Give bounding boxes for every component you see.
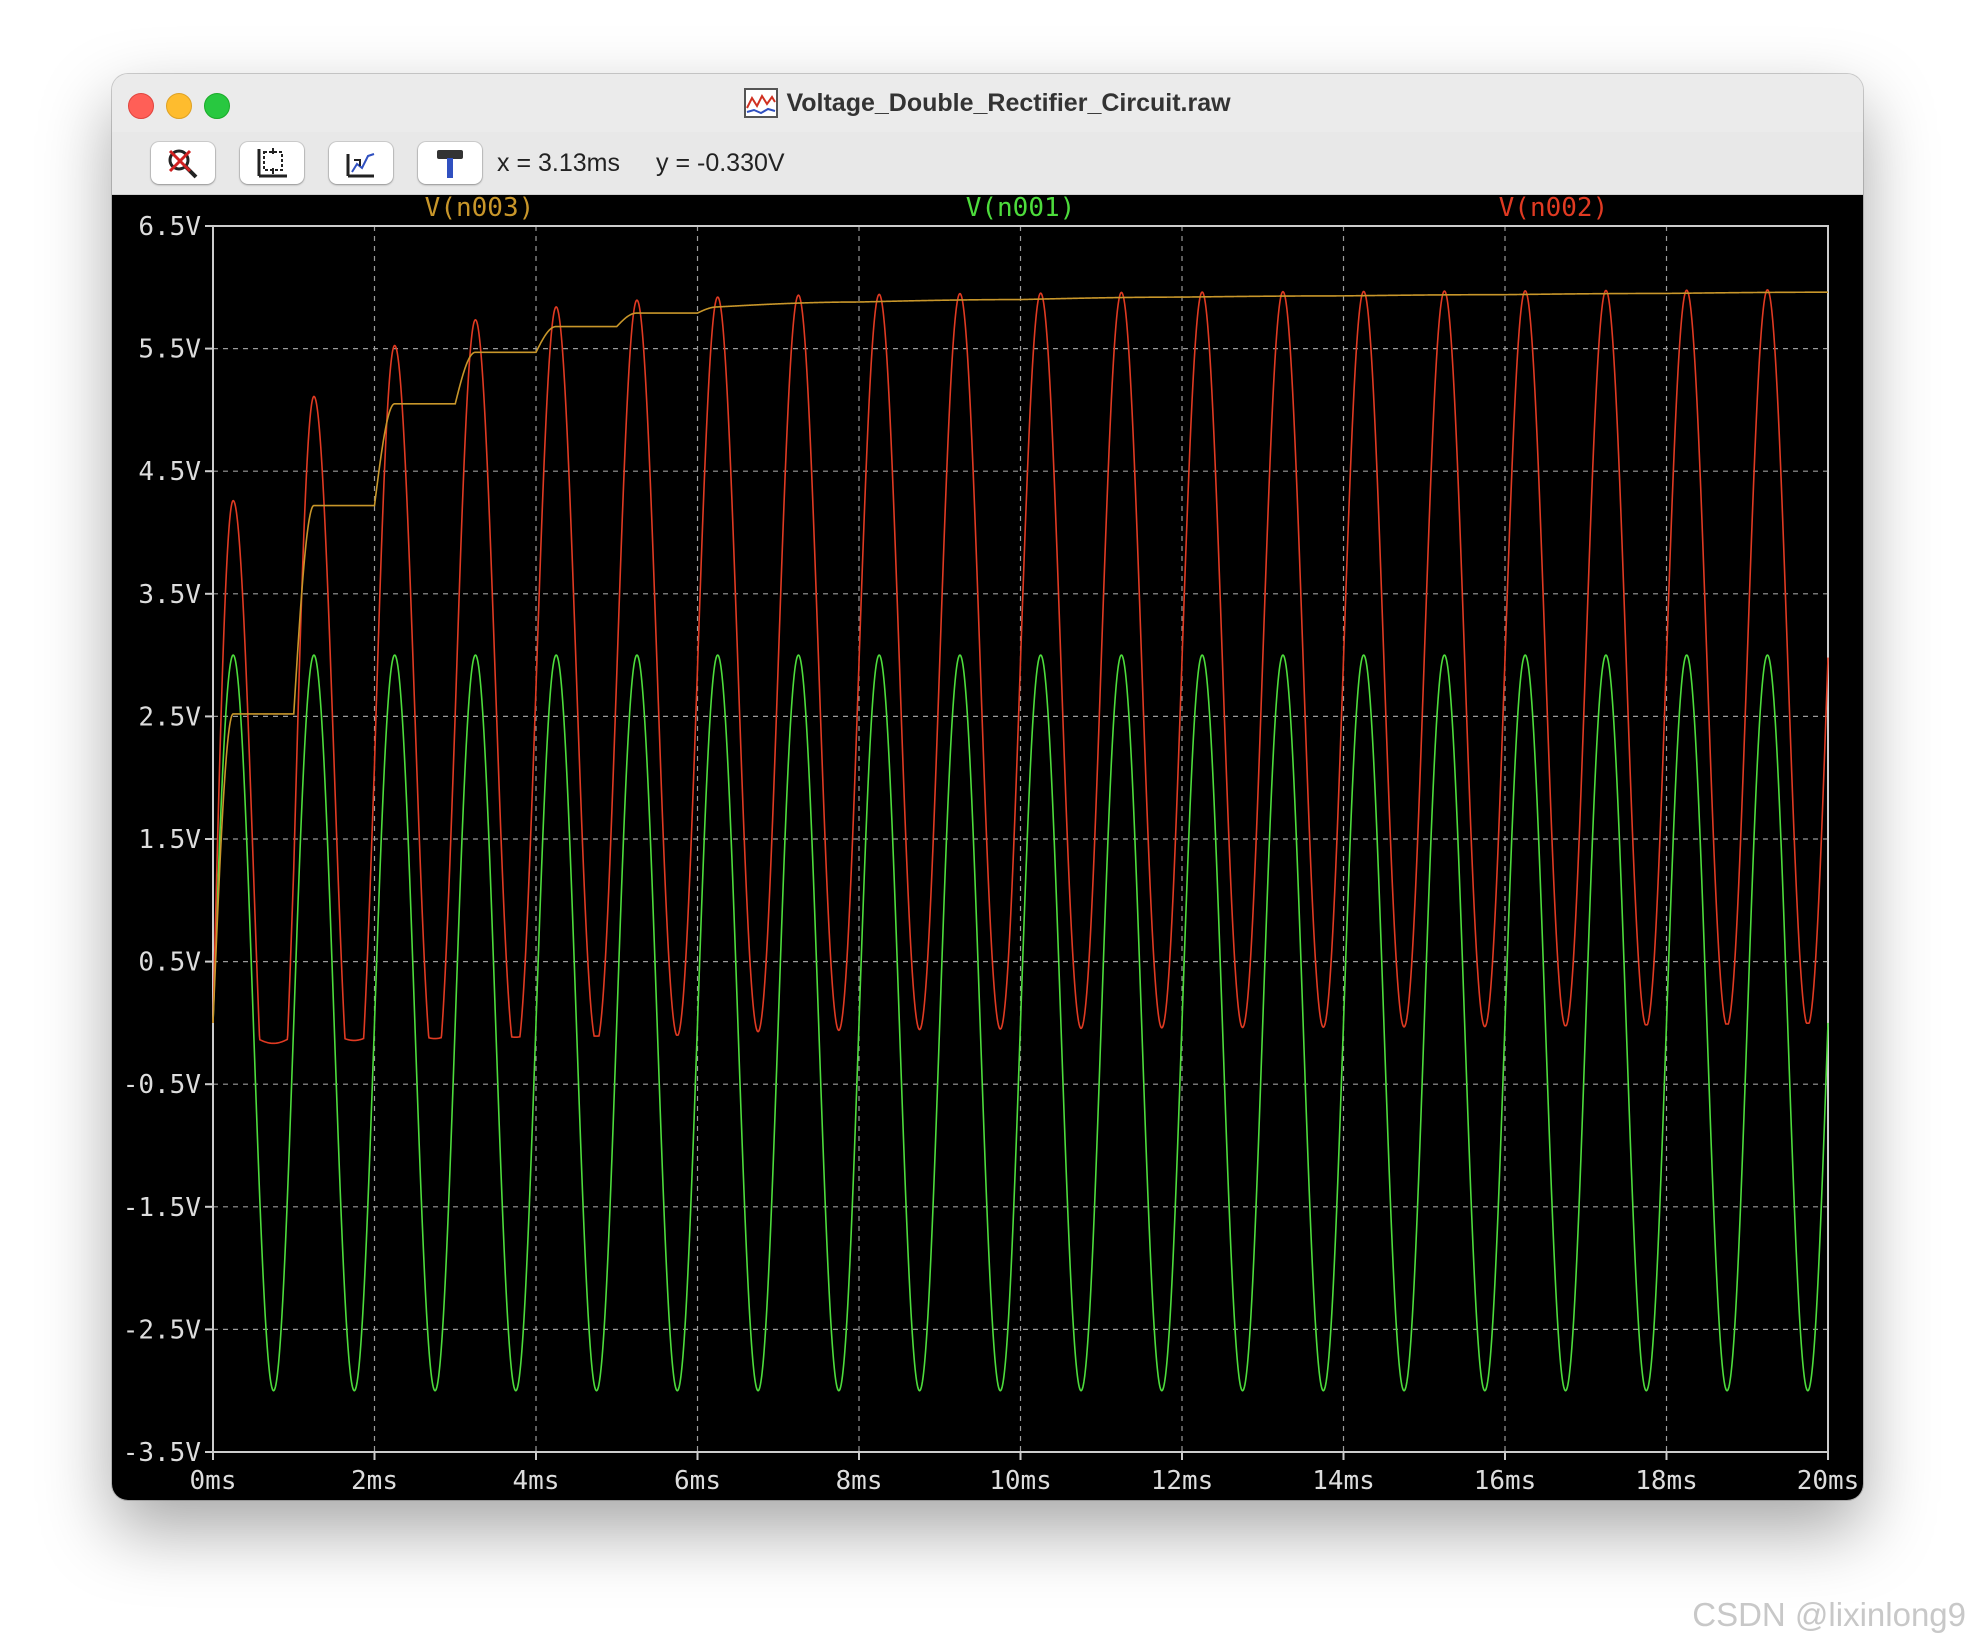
- plot-area[interactable]: 0ms 2ms 4ms 6ms 8ms 10ms 12ms 14ms 16ms 18ms 20ms 6…: [112, 195, 1863, 1500]
- y-tick-label: 1.5V: [138, 825, 201, 855]
- legend-label: V(n002): [1499, 195, 1609, 223]
- x-tick-label: 14ms: [1312, 1466, 1375, 1496]
- hammer-icon: [437, 150, 463, 178]
- y-tick-label: -0.5V: [123, 1070, 201, 1100]
- window-title: Voltage_Double_Rectifier_Circuit.raw: [786, 88, 1231, 117]
- waveform-window: Voltage_Double_Rectifier_Circuit.raw: [112, 74, 1863, 1500]
- x-readout: x = 3.13ms: [497, 149, 620, 177]
- waveform-chart[interactable]: 0ms 2ms 4ms 6ms 8ms 10ms 12ms 14ms 16ms 18ms 20ms 6…: [112, 195, 1863, 1500]
- y-tick-label: 3.5V: [138, 580, 201, 610]
- x-tick-label: 2ms: [351, 1466, 398, 1496]
- x-tick-label: 6ms: [674, 1466, 721, 1496]
- autorange-button[interactable]: [240, 142, 304, 184]
- x-tick-label: 0ms: [190, 1466, 237, 1496]
- minimize-window-button[interactable]: [166, 93, 192, 119]
- x-tick-label: 8ms: [836, 1466, 883, 1496]
- y-tick-label: 2.5V: [138, 702, 201, 732]
- x-tick-label: 16ms: [1474, 1466, 1537, 1496]
- legend-label: V(n001): [966, 195, 1076, 223]
- watermark: CSDN @lixinlong9: [1692, 1596, 1966, 1633]
- autorange-icon: [257, 148, 287, 178]
- title-wrap: Voltage_Double_Rectifier_Circuit.raw: [744, 88, 1231, 118]
- y-tick-label: 4.5V: [138, 457, 201, 487]
- pan-icon: [346, 153, 375, 178]
- titlebar: Voltage_Double_Rectifier_Circuit.raw: [112, 74, 1863, 132]
- y-readout: y = -0.330V: [656, 149, 785, 177]
- toolbar: x = 3.13ms y = -0.330V: [112, 132, 1863, 195]
- y-tick-label: 0.5V: [138, 948, 201, 978]
- maximize-window-button[interactable]: [204, 93, 230, 119]
- x-tick-label: 4ms: [513, 1466, 560, 1496]
- legend-label: V(n003): [425, 195, 535, 223]
- x-tick-label: 20ms: [1797, 1466, 1860, 1496]
- series-line-n003: [212, 291, 1828, 1023]
- series-line-n001: [212, 654, 1829, 1392]
- x-tick-label: 10ms: [989, 1466, 1052, 1496]
- zoom-cancel-button[interactable]: [151, 142, 215, 184]
- close-window-button[interactable]: [128, 93, 154, 119]
- settings-button[interactable]: [418, 142, 482, 184]
- plot-frame: [212, 225, 1829, 1453]
- y-tick-label: -2.5V: [123, 1315, 201, 1345]
- series-line-n002: [212, 288, 1829, 1045]
- pan-button[interactable]: [329, 142, 393, 184]
- waveform-icon: [744, 88, 779, 118]
- x-tick-label: 12ms: [1151, 1466, 1214, 1496]
- y-tick-label: -3.5V: [123, 1438, 201, 1468]
- y-tick-label: 6.5V: [138, 212, 201, 242]
- y-tick-label: 5.5V: [138, 335, 201, 365]
- x-tick-label: 18ms: [1635, 1466, 1698, 1496]
- y-tick-label: -1.5V: [123, 1193, 201, 1223]
- zoom-cancel-icon: [168, 149, 198, 179]
